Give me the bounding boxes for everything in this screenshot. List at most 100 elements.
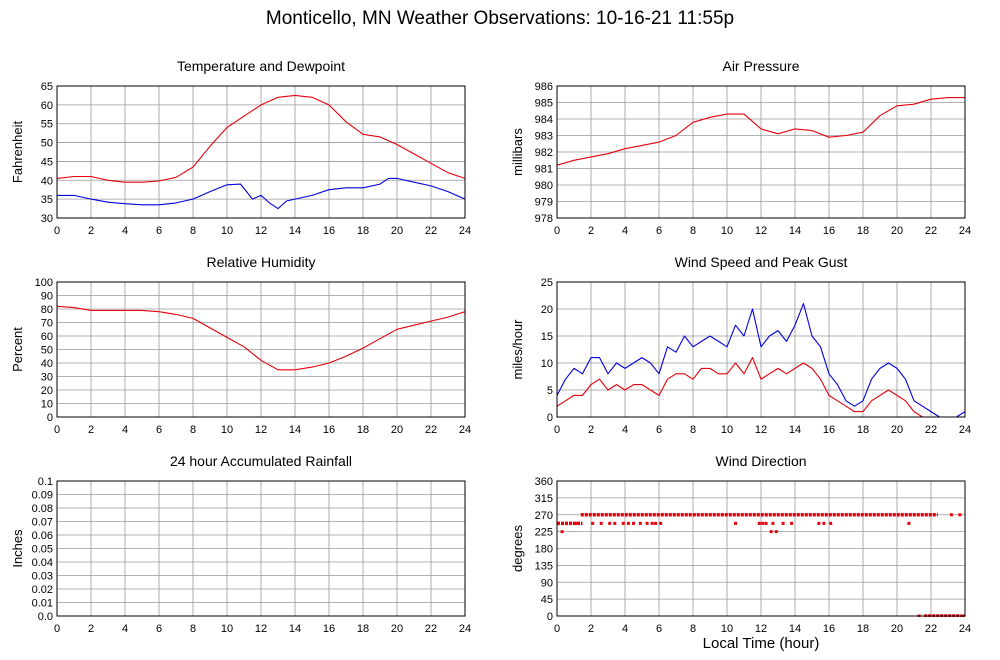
- chart-title: Wind Direction: [715, 453, 806, 469]
- x-tick-label: 12: [255, 424, 267, 436]
- x-tick-label: 10: [221, 225, 233, 237]
- x-tick-label: 22: [925, 623, 937, 635]
- x-tick-label: 16: [323, 623, 335, 635]
- x-tick-label: 0: [554, 623, 560, 635]
- series-line-blue: [557, 303, 965, 418]
- chart-title: Temperature and Dewpoint: [177, 58, 345, 74]
- x-tick-label: 22: [925, 424, 937, 436]
- y-tick-label: 0.02: [32, 584, 53, 596]
- series-line-blue: [57, 177, 465, 210]
- x-tick-label: 20: [891, 225, 903, 237]
- y-tick-label: 978: [535, 213, 553, 225]
- direction-point: [632, 521, 635, 525]
- y-tick-label: 30: [41, 372, 53, 384]
- x-tick-label: 18: [857, 623, 869, 635]
- plot-frame: [56, 281, 466, 418]
- x-tick-label: 24: [459, 424, 471, 436]
- chart-rainfall: 24 hour Accumulated RainfallInches0.00.0…: [10, 453, 471, 635]
- x-tick-label: 6: [656, 225, 662, 237]
- x-tick-label: 14: [289, 225, 301, 237]
- y-tick-label: 90: [541, 577, 553, 589]
- direction-point: [591, 521, 595, 525]
- x-tick-label: 0: [54, 225, 60, 237]
- y-tick-label: 30: [41, 213, 53, 225]
- y-tick-label: 979: [535, 197, 553, 209]
- direction-point: [761, 521, 765, 525]
- main-title: Monticello, MN Weather Observations: 10-…: [265, 8, 735, 29]
- direction-point: [613, 521, 617, 525]
- x-tick-label: 20: [391, 225, 403, 237]
- direction-point: [650, 521, 654, 525]
- x-tick-label: 14: [789, 623, 801, 635]
- chart-title: Relative Humidity: [207, 254, 316, 270]
- x-tick-label: 24: [959, 623, 971, 635]
- x-tick-label: 4: [622, 225, 628, 237]
- y-tick-label: 0.03: [32, 571, 53, 583]
- y-tick-label: 315: [535, 493, 553, 505]
- x-tick-label: 22: [425, 225, 437, 237]
- x-tick-label: 18: [357, 623, 369, 635]
- direction-point: [654, 521, 658, 525]
- y-tick-label: 0.08: [32, 503, 53, 515]
- y-tick-label: 180: [535, 544, 553, 556]
- x-tick-label: 2: [88, 424, 94, 436]
- x-tick-label: 24: [959, 225, 971, 237]
- y-tick-label: 0.05: [32, 544, 53, 556]
- x-tick-label: 10: [221, 623, 233, 635]
- x-tick-label: 8: [690, 225, 696, 237]
- y-tick-label: 225: [535, 527, 553, 539]
- x-tick-label: 18: [357, 225, 369, 237]
- x-tick-label: 14: [789, 424, 801, 436]
- y-tick-label: 0.07: [32, 517, 53, 529]
- y-axis-label: millibars: [510, 128, 525, 176]
- y-tick-label: 50: [41, 345, 53, 357]
- direction-point: [621, 521, 625, 525]
- chart-direction: Wind Directiondegrees0459013518022527031…: [510, 453, 971, 635]
- direction-point: [907, 521, 911, 525]
- series-line-red: [557, 97, 965, 166]
- x-tick-label: 0: [54, 424, 60, 436]
- direction-point: [949, 513, 953, 517]
- direction-point: [764, 521, 768, 525]
- y-axis-label: Fahrenheit: [10, 121, 25, 184]
- x-tick-label: 16: [823, 424, 835, 436]
- x-tick-label: 10: [221, 424, 233, 436]
- x-tick-label: 24: [459, 225, 471, 237]
- y-tick-label: 10: [541, 358, 553, 370]
- x-tick-label: 12: [755, 424, 767, 436]
- series-line-red: [57, 305, 465, 371]
- chart-title: Air Pressure: [722, 58, 799, 74]
- x-tick-label: 20: [891, 424, 903, 436]
- x-tick-label: 2: [588, 424, 594, 436]
- x-tick-label: 4: [622, 623, 628, 635]
- y-tick-label: 0.09: [32, 490, 53, 502]
- plot-frame: [56, 480, 466, 617]
- y-tick-label: 25: [541, 277, 553, 289]
- x-tick-label: 16: [323, 225, 335, 237]
- y-tick-label: 0.06: [32, 530, 53, 542]
- direction-point: [757, 521, 761, 525]
- x-tick-label: 22: [425, 623, 437, 635]
- x-tick-label: 4: [122, 623, 128, 635]
- direction-point: [569, 521, 573, 525]
- direction-point: [575, 521, 579, 525]
- y-tick-label: 70: [41, 318, 53, 330]
- y-tick-label: 90: [41, 291, 53, 303]
- plot-frame: [556, 480, 966, 617]
- chart-temp: Temperature and DewpointFahrenheit303540…: [10, 58, 471, 237]
- x-tick-label: 6: [656, 623, 662, 635]
- direction-point: [817, 521, 821, 525]
- series-group: [557, 97, 965, 166]
- x-tick-label: 6: [156, 623, 162, 635]
- x-tick-label: 20: [891, 623, 903, 635]
- direction-point: [769, 530, 773, 534]
- y-axis-label: degrees: [510, 525, 525, 572]
- x-tick-label: 18: [857, 424, 869, 436]
- direction-point: [781, 521, 785, 525]
- series-group: [57, 305, 465, 371]
- x-tick-label: 6: [656, 424, 662, 436]
- x-tick-label: 4: [122, 225, 128, 237]
- y-tick-label: 20: [41, 385, 53, 397]
- x-tick-label: 6: [156, 225, 162, 237]
- y-tick-label: 15: [541, 331, 553, 343]
